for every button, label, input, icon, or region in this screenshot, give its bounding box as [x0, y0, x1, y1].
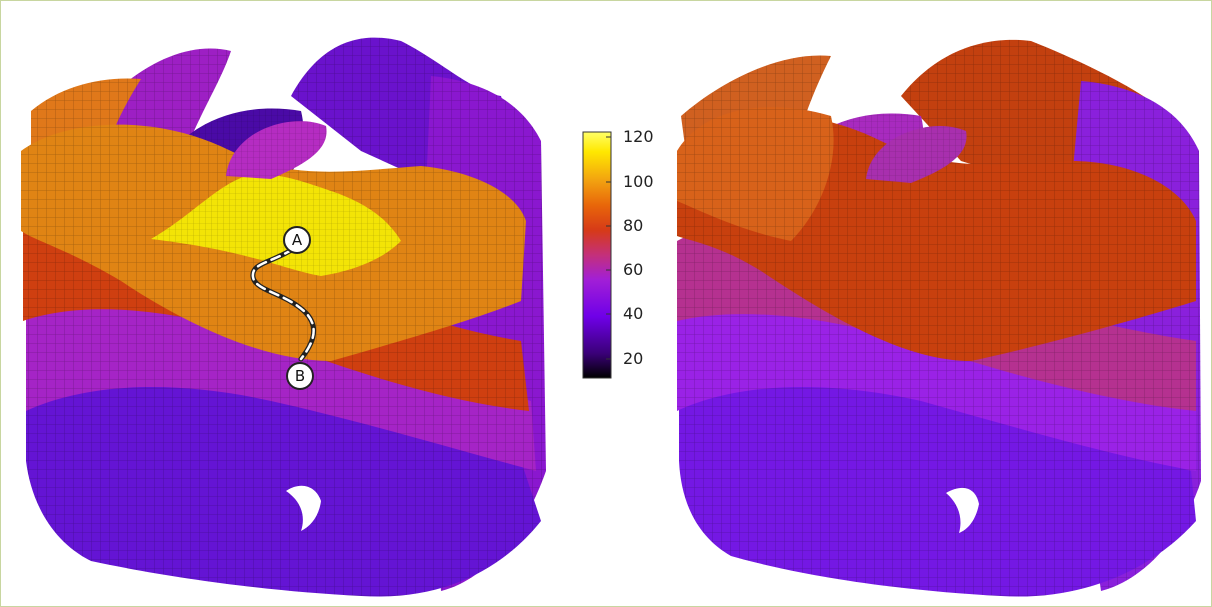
left-cutout — [286, 485, 321, 531]
colorbar-label-80: 80 — [623, 216, 644, 235]
colorbar-label-60: 60 — [623, 260, 644, 279]
right-cutout — [946, 487, 979, 533]
colorbar-label-100: 100 — [623, 172, 654, 191]
right-rotor — [677, 39, 1201, 597]
marker-b: B — [286, 362, 314, 390]
colorbar-gradient — [582, 131, 612, 379]
left-rotor — [21, 37, 546, 597]
colorbar-label-40: 40 — [623, 304, 644, 323]
colorbar-label-20: 20 — [623, 349, 644, 368]
colorbar-label-120: 120 — [623, 127, 654, 146]
colorbar-ticks — [606, 136, 611, 360]
marker-a: A — [283, 226, 311, 254]
colorbar — [582, 131, 612, 379]
